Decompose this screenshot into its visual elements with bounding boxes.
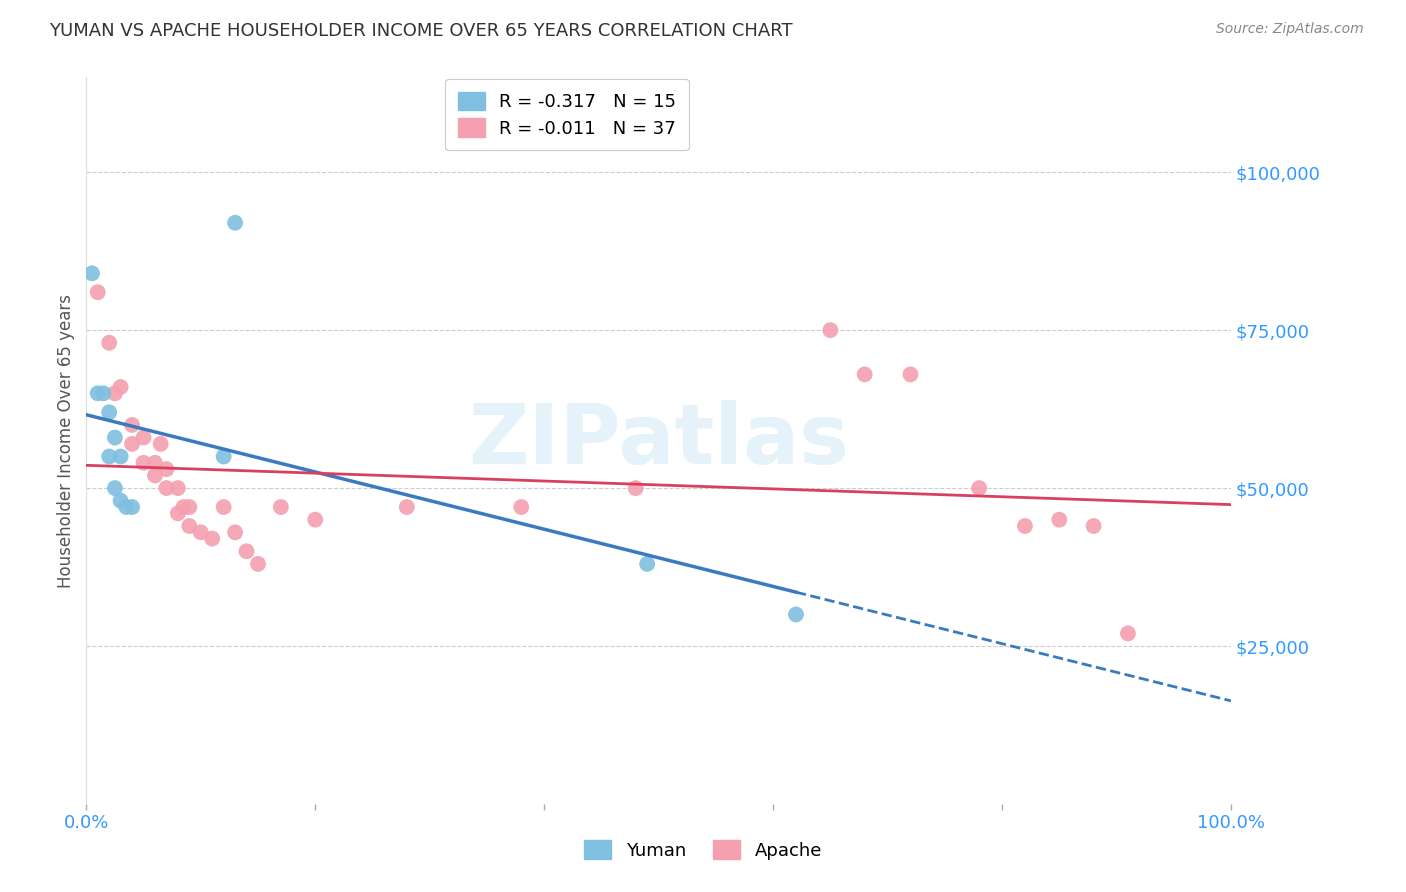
Point xyxy=(149,437,172,451)
Point xyxy=(155,481,177,495)
Point xyxy=(270,500,292,514)
Point xyxy=(190,525,212,540)
Point xyxy=(98,450,121,464)
Point xyxy=(143,468,166,483)
Point xyxy=(104,481,127,495)
Point xyxy=(87,285,110,300)
Point xyxy=(110,493,132,508)
Point xyxy=(785,607,807,622)
Legend: Yuman, Apache: Yuman, Apache xyxy=(569,826,837,874)
Point xyxy=(167,507,190,521)
Point xyxy=(110,450,132,464)
Point xyxy=(201,532,224,546)
Point xyxy=(967,481,990,495)
Point xyxy=(173,500,195,514)
Point xyxy=(900,368,922,382)
Point xyxy=(179,519,201,533)
Legend: R = -0.317   N = 15, R = -0.011   N = 37: R = -0.317 N = 15, R = -0.011 N = 37 xyxy=(446,79,689,151)
Point xyxy=(115,500,138,514)
Text: Source: ZipAtlas.com: Source: ZipAtlas.com xyxy=(1216,22,1364,37)
Point xyxy=(167,481,190,495)
Point xyxy=(510,500,533,514)
Point xyxy=(1083,519,1105,533)
Text: ZIPatlas: ZIPatlas xyxy=(468,401,849,481)
Y-axis label: Householder Income Over 65 years: Householder Income Over 65 years xyxy=(58,293,75,588)
Point xyxy=(110,380,132,394)
Point xyxy=(179,500,201,514)
Point xyxy=(235,544,257,558)
Point xyxy=(98,405,121,419)
Point xyxy=(80,266,103,280)
Point xyxy=(155,462,177,476)
Point xyxy=(121,500,143,514)
Point xyxy=(1014,519,1036,533)
Point xyxy=(395,500,418,514)
Point xyxy=(93,386,115,401)
Point xyxy=(1116,626,1139,640)
Point xyxy=(820,323,842,337)
Point xyxy=(636,557,658,571)
Point xyxy=(121,417,143,432)
Point xyxy=(853,368,876,382)
Point xyxy=(246,557,269,571)
Point xyxy=(132,456,155,470)
Point xyxy=(132,431,155,445)
Point xyxy=(212,500,235,514)
Point xyxy=(1047,513,1070,527)
Point xyxy=(224,525,246,540)
Point xyxy=(87,386,110,401)
Point xyxy=(104,386,127,401)
Point xyxy=(624,481,647,495)
Point xyxy=(104,431,127,445)
Point xyxy=(304,513,326,527)
Point xyxy=(121,437,143,451)
Point xyxy=(224,216,246,230)
Point xyxy=(212,450,235,464)
Point xyxy=(143,456,166,470)
Point xyxy=(98,335,121,350)
Text: YUMAN VS APACHE HOUSEHOLDER INCOME OVER 65 YEARS CORRELATION CHART: YUMAN VS APACHE HOUSEHOLDER INCOME OVER … xyxy=(49,22,793,40)
